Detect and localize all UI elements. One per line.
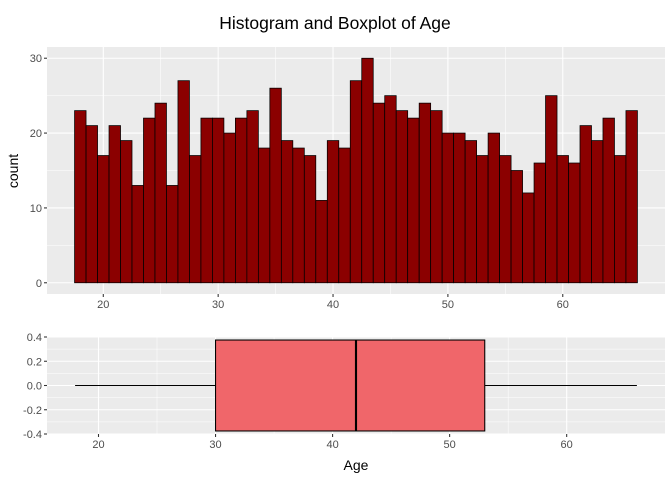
histogram-bar bbox=[453, 132, 466, 284]
boxplot-marks bbox=[75, 339, 637, 432]
histogram-bar bbox=[533, 162, 546, 284]
boxplot-y-tick-label: 0.2 bbox=[27, 356, 42, 368]
histogram-bar bbox=[602, 117, 615, 284]
histogram-x-tick-label: 60 bbox=[557, 299, 569, 311]
histogram-bar bbox=[418, 102, 432, 284]
boxplot-y-tick-label: -0.4 bbox=[23, 429, 42, 441]
histogram-y-tick-label: 0 bbox=[36, 278, 42, 290]
histogram-panel: 20 30 40 50 60 0 10 20 30 count bbox=[5, 47, 665, 311]
histogram-bar bbox=[235, 117, 248, 284]
boxplot-box bbox=[215, 339, 486, 432]
histogram-bar bbox=[280, 140, 294, 284]
histogram-y-tick-label: 20 bbox=[30, 128, 42, 140]
histogram-bar bbox=[499, 155, 512, 284]
histogram-bar bbox=[522, 192, 535, 284]
histogram-bar bbox=[85, 125, 98, 284]
histogram-bar bbox=[97, 155, 110, 284]
histogram-bar bbox=[441, 132, 455, 284]
histogram-bar bbox=[614, 155, 627, 284]
histogram-bar bbox=[166, 185, 179, 284]
histogram-x-tick-label: 50 bbox=[442, 299, 454, 311]
histogram-bar bbox=[212, 117, 225, 284]
histogram-bar bbox=[579, 125, 592, 284]
histogram-bar bbox=[349, 80, 363, 284]
histogram-y-axis: 0 10 20 30 bbox=[30, 53, 47, 290]
histogram-bar bbox=[591, 140, 604, 284]
histogram-bar bbox=[487, 132, 500, 284]
boxplot-y-tick-label: 0.4 bbox=[27, 332, 42, 344]
histogram-bar bbox=[200, 117, 213, 284]
boxplot-y-tick-label: 0.0 bbox=[27, 381, 42, 393]
histogram-x-tick-label: 40 bbox=[327, 299, 339, 311]
histogram-y-axis-title: count bbox=[5, 154, 21, 188]
boxplot-y-axis: 0.4 0.2 0.0 -0.2 -0.4 bbox=[23, 332, 47, 441]
histogram-bar bbox=[269, 87, 282, 284]
histogram-bar bbox=[372, 102, 386, 284]
histogram-bar bbox=[108, 125, 121, 284]
histogram-bar bbox=[74, 110, 87, 284]
histogram-bar bbox=[143, 117, 156, 284]
boxplot-x-tick-label: 50 bbox=[444, 439, 456, 451]
histogram-bar bbox=[154, 102, 167, 284]
histogram-bar bbox=[464, 140, 477, 284]
histogram-bar bbox=[625, 110, 638, 284]
boxplot-x-tick-label: 20 bbox=[92, 439, 104, 451]
boxplot-x-tick-label: 40 bbox=[326, 439, 338, 451]
histogram-bar bbox=[303, 155, 317, 284]
histogram-bar bbox=[120, 140, 133, 284]
histogram-bar bbox=[476, 155, 489, 284]
histogram-bar bbox=[545, 95, 558, 284]
histogram-bar bbox=[223, 132, 236, 284]
boxplot-panel: 20 30 40 50 60 0.4 0.2 0.0 -0.2 -0.4 Age bbox=[23, 332, 665, 473]
histogram-bar bbox=[361, 57, 374, 284]
histogram-bar bbox=[338, 147, 351, 284]
histogram-bar bbox=[430, 110, 443, 284]
histogram-bar bbox=[315, 200, 328, 284]
boxplot-y-tick-label: -0.2 bbox=[23, 405, 42, 417]
histogram-bar bbox=[556, 155, 569, 284]
histogram-x-axis: 20 30 40 50 60 bbox=[97, 294, 569, 311]
histogram-x-tick-label: 20 bbox=[97, 299, 109, 311]
boxplot-x-tick-label: 60 bbox=[561, 439, 573, 451]
histogram-bar bbox=[395, 110, 409, 284]
histogram-y-tick-label: 30 bbox=[30, 53, 42, 65]
boxplot-x-axis: 20 30 40 50 60 bbox=[92, 434, 573, 451]
histogram-y-tick-label: 10 bbox=[30, 203, 42, 215]
chart-title: Histogram and Boxplot of Age bbox=[219, 13, 451, 33]
histogram-bar bbox=[246, 110, 259, 284]
histogram-bar bbox=[510, 170, 523, 284]
boxplot-x-tick-label: 30 bbox=[209, 439, 221, 451]
histogram-x-tick-label: 30 bbox=[212, 299, 224, 311]
histogram-bar bbox=[384, 95, 397, 284]
histogram-bar bbox=[407, 117, 420, 284]
histogram-bar bbox=[189, 155, 202, 284]
histogram-bars bbox=[74, 57, 638, 284]
histogram-bar bbox=[568, 162, 581, 284]
histogram-bar bbox=[177, 80, 190, 284]
histogram-bar bbox=[131, 185, 144, 284]
histogram-bar bbox=[257, 147, 271, 284]
histogram-bar bbox=[292, 147, 305, 284]
boxplot-x-axis-title: Age bbox=[344, 457, 369, 473]
histogram-bar bbox=[326, 140, 340, 284]
